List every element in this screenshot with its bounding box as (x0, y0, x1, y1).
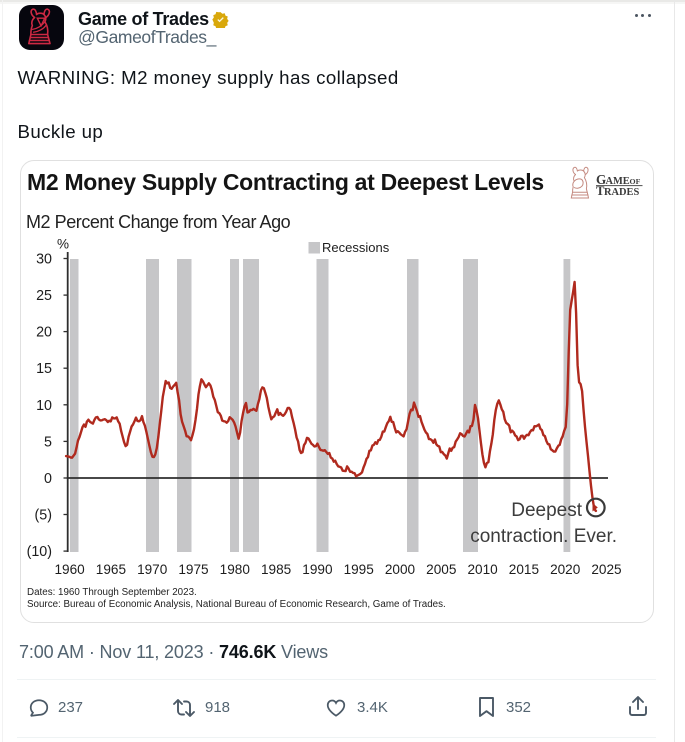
svg-text:AME: AME (606, 176, 630, 187)
svg-text:1995: 1995 (344, 562, 374, 577)
svg-text:2015: 2015 (509, 562, 539, 577)
svg-text:(5): (5) (35, 508, 52, 524)
svg-text:2010: 2010 (467, 562, 498, 577)
svg-text:2005: 2005 (426, 562, 456, 577)
svg-text:20: 20 (36, 325, 52, 341)
svg-text:1970: 1970 (137, 562, 168, 577)
svg-text:1980: 1980 (220, 562, 251, 577)
svg-text:RADES: RADES (604, 187, 639, 198)
svg-text:1990: 1990 (302, 562, 333, 577)
svg-text:10: 10 (36, 398, 52, 414)
svg-text:2020: 2020 (550, 562, 581, 577)
svg-text:Source: Bureau of Economic Ana: Source: Bureau of Economic Analysis, Nat… (27, 599, 446, 610)
svg-text:2025: 2025 (591, 562, 621, 577)
svg-text:Dates: 1960 Through September: Dates: 1960 Through September 2023. (27, 587, 197, 598)
svg-text:1965: 1965 (96, 562, 126, 577)
svg-text:%: % (57, 237, 69, 252)
svg-text:5: 5 (44, 434, 52, 450)
svg-text:1960: 1960 (54, 562, 85, 577)
svg-text:(10): (10) (27, 544, 52, 560)
svg-text:1975: 1975 (178, 562, 208, 577)
svg-text:15: 15 (36, 361, 52, 377)
svg-text:30: 30 (36, 252, 52, 268)
svg-text:25: 25 (36, 288, 52, 304)
svg-text:G: G (596, 172, 606, 187)
svg-text:contraction. Ever.: contraction. Ever. (470, 526, 617, 547)
svg-text:T: T (596, 184, 605, 198)
svg-text:2000: 2000 (385, 562, 416, 577)
svg-text:Recessions: Recessions (322, 240, 390, 255)
svg-text:Deepest: Deepest (511, 500, 582, 521)
svg-text:1985: 1985 (261, 562, 291, 577)
svg-text:OF: OF (630, 177, 641, 186)
svg-text:0: 0 (44, 471, 52, 487)
